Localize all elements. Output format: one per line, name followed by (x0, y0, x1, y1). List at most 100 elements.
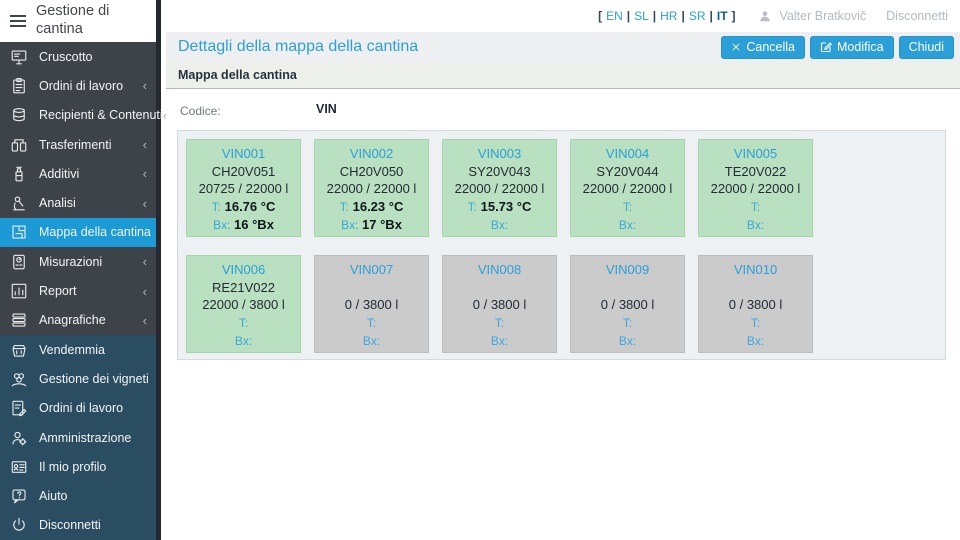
tank-link[interactable]: VIN001 (221, 146, 266, 161)
sidebar-item-additivi[interactable]: Additivi ‹ (0, 159, 156, 189)
lang-separator: | (652, 9, 657, 23)
sidebar-item-ordini-di-lavoro[interactable]: Ordini di lavoro ‹ (0, 71, 156, 101)
tank-link[interactable]: VIN004 (605, 146, 650, 161)
temperature-line: T: (750, 199, 761, 214)
cancel-button[interactable]: Cancella (721, 35, 806, 59)
report-chart-icon (7, 282, 31, 300)
vessel-code (315, 279, 428, 297)
code-value: VIN (316, 102, 337, 116)
sidebar-item-amministrazione[interactable]: Amministrazione (0, 422, 156, 453)
brix-line: Bx: (746, 218, 765, 232)
sidebar-item-aiuto[interactable]: Aiuto (0, 481, 156, 511)
logout-link[interactable]: Disconnetti (886, 9, 948, 23)
tank-link[interactable]: VIN010 (733, 262, 778, 277)
temperature-line: T: (238, 315, 249, 330)
vessel-code: CH20V050 (339, 163, 404, 179)
additives-bottle-icon (7, 165, 31, 183)
brix-line: Bx: (490, 334, 509, 348)
sidebar-item-ordini-di-lavoro-2[interactable]: Ordini di lavoro (0, 393, 156, 423)
lang-link-sr[interactable]: SR (688, 9, 706, 23)
analysis-microscope-icon (7, 194, 31, 212)
brix-line: Bx: (746, 334, 765, 348)
lang-link-hr[interactable]: HR (660, 9, 678, 23)
brix-line: Bx: (362, 334, 381, 348)
close-button[interactable]: Chiudi (898, 35, 954, 59)
chevron-collapse-icon: ‹ (142, 166, 147, 182)
profile-card-icon (7, 458, 31, 476)
tank-link[interactable]: VIN007 (349, 262, 394, 277)
work-orders-clipboard-icon (7, 77, 31, 95)
administration-user-gear-icon (7, 429, 31, 447)
brix-line: Bx: 16 °Bx (213, 217, 274, 232)
tank-link[interactable]: VIN008 (477, 262, 522, 277)
section-header: Mappa della cantina (166, 62, 960, 89)
sidebar-item-label: Il mio profilo (39, 459, 107, 474)
sidebar-item-label: Analisi (39, 196, 76, 211)
sidebar-item-vendemmia[interactable]: Vendemmia (0, 334, 156, 365)
sidebar-item-report[interactable]: Report ‹ (0, 276, 156, 306)
chevron-collapse-icon: ‹ (162, 107, 168, 123)
section-title: Mappa della cantina (178, 68, 297, 82)
edit-pencil-icon (820, 42, 832, 53)
chevron-collapse-icon: ‹ (142, 78, 147, 94)
volume-text: 0 / 3800 l (472, 297, 527, 312)
sidebar-item-cruscotto[interactable]: Cruscotto (0, 42, 156, 72)
vessel-code (443, 279, 556, 297)
sidebar-item-label: Ordini di lavoro (39, 78, 124, 93)
tank-link[interactable]: VIN002 (349, 146, 394, 161)
page-title: Dettagli della mappa della cantina (178, 38, 419, 55)
brix-line: Bx: (618, 218, 637, 232)
cellar-map-floorplan-icon (7, 223, 31, 241)
sidebar-item-anagrafiche[interactable]: Anagrafiche ‹ (0, 305, 156, 335)
volume-text: 22000 / 3800 l (202, 297, 285, 312)
user-group: Valter Bratkovič Disconnetti (758, 9, 948, 23)
sidebar-item-label: Mappa della cantina (39, 225, 151, 240)
user-name[interactable]: Valter Bratkovič (779, 9, 867, 23)
sidebar-item-label: Anagrafiche (39, 313, 106, 328)
sidebar-item-label: Gestione dei vigneti (39, 371, 149, 386)
volume-text: 22000 / 22000 l (710, 181, 801, 196)
lang-link-en[interactable]: EN (606, 9, 623, 23)
sidebar-item-label: Amministrazione (39, 430, 132, 445)
sidebar-item-label: Trasferimenti (39, 137, 112, 152)
harvest-crate-icon (7, 341, 31, 359)
sidebar-item-trasferimenti[interactable]: Trasferimenti ‹ (0, 129, 156, 160)
tank-link[interactable]: VIN009 (605, 262, 650, 277)
vessel-code: RE21V022 (212, 279, 275, 295)
sidebar-item-mappa-della-cantina[interactable]: Mappa della cantina (0, 217, 156, 248)
lang-link-sl[interactable]: SL (634, 9, 649, 23)
volume-text: 22000 / 22000 l (454, 181, 545, 196)
tank-card-vin005: VIN005 TE20V022 22000 / 22000 l T: Bx: (698, 139, 813, 237)
sidebar-item-disconnetti[interactable]: Disconnetti (0, 510, 156, 540)
sidebar-item-label: Disconnetti (39, 518, 101, 533)
chevron-collapse-icon: ‹ (142, 312, 147, 328)
tank-card-vin006: VIN006 RE21V022 22000 / 3800 l T: Bx: (186, 255, 301, 353)
volume-text: 20725 / 22000 l (198, 181, 289, 196)
tank-link[interactable]: VIN006 (221, 262, 266, 277)
vessel-code: TE20V022 (724, 163, 787, 179)
temperature-line: T: (366, 315, 377, 330)
sidebar-header: Gestione di cantina (0, 0, 156, 42)
sidebar-item-misurazioni[interactable]: Misurazioni ‹ (0, 247, 156, 277)
lang-link-it[interactable]: IT (716, 9, 728, 23)
vessel-code: SY20V043 (468, 163, 531, 179)
content-area: Codice: VIN VIN001 CH20V051 20725 / 2200… (166, 89, 960, 360)
brix-line: Bx: (618, 334, 637, 348)
vessel-code (699, 279, 812, 297)
sidebar-item-label: Aiuto (39, 489, 68, 504)
edit-button[interactable]: Modifica (810, 35, 894, 59)
tank-card-vin002: VIN002 CH20V050 22000 / 22000 l T: 16.23… (314, 139, 429, 237)
dashboard-monitor-icon (7, 48, 31, 66)
sidebar-item-gestione-dei-vigneti[interactable]: Gestione dei vigneti (0, 364, 156, 394)
sidebar-item-analisi[interactable]: Analisi ‹ (0, 188, 156, 218)
tank-link[interactable]: VIN005 (733, 146, 778, 161)
registry-list-icon (7, 311, 31, 329)
sidebar-item-recipienti-contenuti[interactable]: Recipienti & Contenuti ‹ (0, 100, 167, 130)
measurements-gauge-icon (7, 253, 31, 271)
sidebar-item-il-mio-profilo[interactable]: Il mio profilo (0, 452, 156, 482)
sidebar-item-label: Misurazioni (39, 254, 103, 269)
hamburger-menu-icon[interactable] (9, 14, 27, 28)
sidebar-item-label: Cruscotto (39, 49, 93, 64)
tank-link[interactable]: VIN003 (477, 146, 522, 161)
tank-card-vin001: VIN001 CH20V051 20725 / 22000 l T: 16.76… (186, 139, 301, 237)
